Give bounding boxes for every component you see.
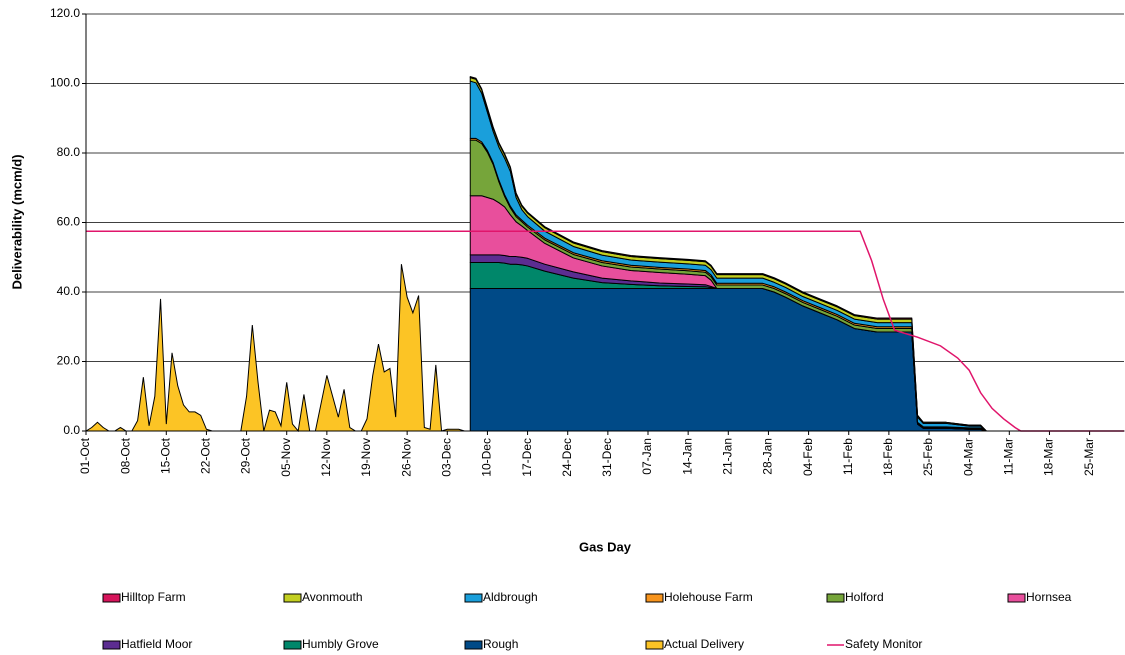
y-tick-label: 20.0	[57, 354, 81, 368]
legend-label: Avonmouth	[302, 590, 363, 604]
x-tick-label: 18-Mar	[1042, 438, 1056, 476]
y-axis-title: Deliverability (mcm/d)	[9, 154, 24, 289]
x-tick-label: 10-Dec	[480, 438, 494, 477]
x-tick-label: 22-Oct	[199, 437, 213, 474]
x-tick-label: 05-Nov	[279, 438, 293, 477]
x-tick-label: 18-Feb	[881, 438, 895, 476]
x-tick-label: 04-Mar	[961, 438, 975, 476]
legend-swatch	[1007, 593, 1026, 603]
x-tick-label: 28-Jan	[761, 438, 775, 475]
legend-swatch	[283, 640, 302, 650]
legend-label: Safety Monitor	[845, 637, 922, 651]
legend-swatch	[464, 640, 483, 650]
x-tick-label: 17-Dec	[520, 438, 534, 477]
legend-swatch	[826, 593, 845, 603]
x-tick-label: 25-Feb	[921, 438, 935, 476]
line	[86, 230, 1124, 432]
x-tick-label: 11-Feb	[841, 438, 855, 475]
legend-label: Aldbrough	[483, 590, 538, 604]
x-tick-label: 07-Jan	[640, 438, 654, 475]
area	[84, 264, 465, 433]
x-tick-label: 19-Nov	[359, 438, 373, 477]
legend-label: Humbly Grove	[302, 637, 379, 651]
x-tick-label: 24-Dec	[560, 438, 574, 477]
legend-swatch	[102, 640, 121, 650]
x-tick-label: 15-Oct	[158, 437, 172, 474]
legend-label: Hatfield Moor	[121, 637, 192, 651]
y-tick-label: 0.0	[63, 423, 80, 437]
x-tick-label: 11-Mar	[1001, 438, 1015, 475]
x-tick-label: 29-Oct	[239, 437, 253, 474]
x-tick-label: 03-Dec	[439, 438, 453, 477]
y-tick-label: 80.0	[57, 145, 81, 159]
y-tick-label: 100.0	[50, 76, 80, 90]
legend-label: Hornsea	[1026, 590, 1072, 604]
x-tick-label: 26-Nov	[399, 438, 413, 477]
y-tick-label: 120.0	[50, 6, 80, 20]
x-axis-title: Gas Day	[579, 539, 632, 554]
x-tick-label: 01-Oct	[78, 437, 92, 474]
legend-swatch	[645, 593, 664, 603]
legend-label: Actual Delivery	[664, 637, 744, 651]
x-tick-label: 08-Oct	[118, 437, 132, 474]
legend-label: Holehouse Farm	[664, 590, 753, 604]
legend-label: Holford	[845, 590, 884, 604]
x-tick-label: 14-Jan	[680, 438, 694, 475]
legend-swatch	[283, 593, 302, 603]
x-tick-label: 25-Mar	[1082, 438, 1096, 476]
x-tick-label: 21-Jan	[720, 438, 734, 475]
legend-label: Rough	[483, 637, 518, 651]
legend-swatch	[645, 640, 664, 650]
legend-swatch	[102, 593, 121, 603]
x-tick-label: 12-Nov	[319, 438, 333, 477]
stacked-area	[469, 288, 1125, 432]
legend-swatch	[464, 593, 483, 603]
y-tick-label: 40.0	[57, 284, 81, 298]
legend-label: Hilltop Farm	[121, 590, 186, 604]
x-tick-label: 04-Feb	[801, 438, 815, 476]
y-tick-label: 60.0	[57, 215, 81, 229]
x-tick-label: 31-Dec	[600, 438, 614, 477]
